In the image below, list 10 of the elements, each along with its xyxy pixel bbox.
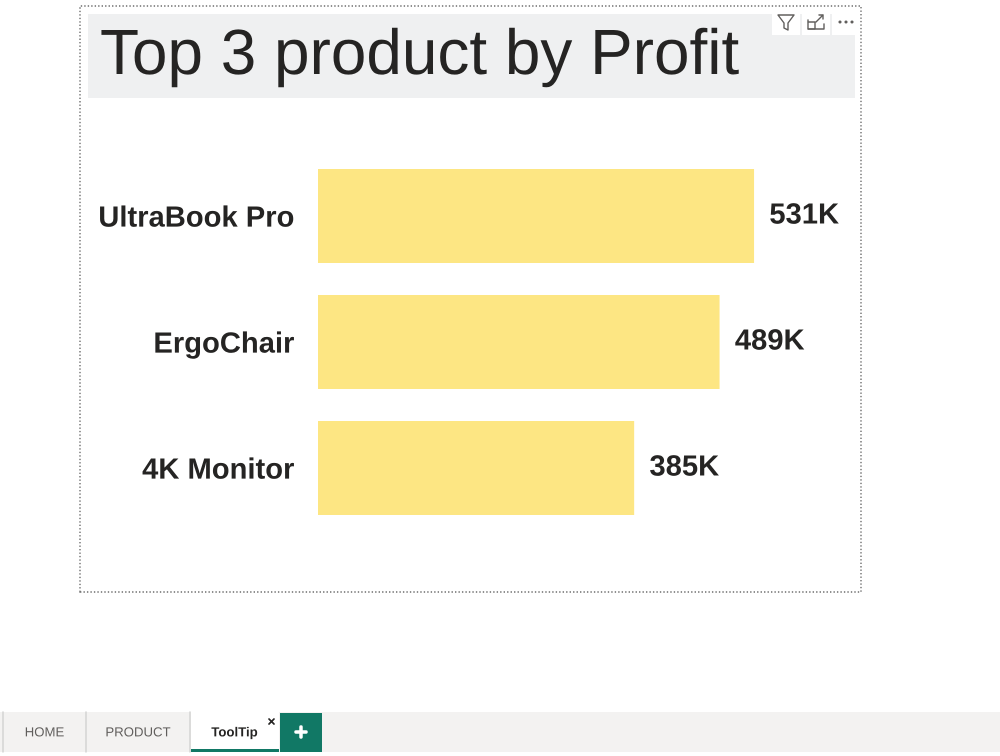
y-tick-label: UltraBook Pro <box>100 205 294 227</box>
text: PRODUCT <box>106 727 170 737</box>
chart-title: Top 3 product by Profit <box>101 28 739 88</box>
data-label: 531K <box>770 203 839 224</box>
y-tick-label: ErgoChair <box>155 331 294 359</box>
text: ToolTip <box>211 726 258 740</box>
data-label: 489K <box>735 329 804 350</box>
text: HOME <box>26 727 64 737</box>
data-label: 385K <box>650 455 719 476</box>
y-tick-label: 4K Monitor <box>142 457 294 479</box>
